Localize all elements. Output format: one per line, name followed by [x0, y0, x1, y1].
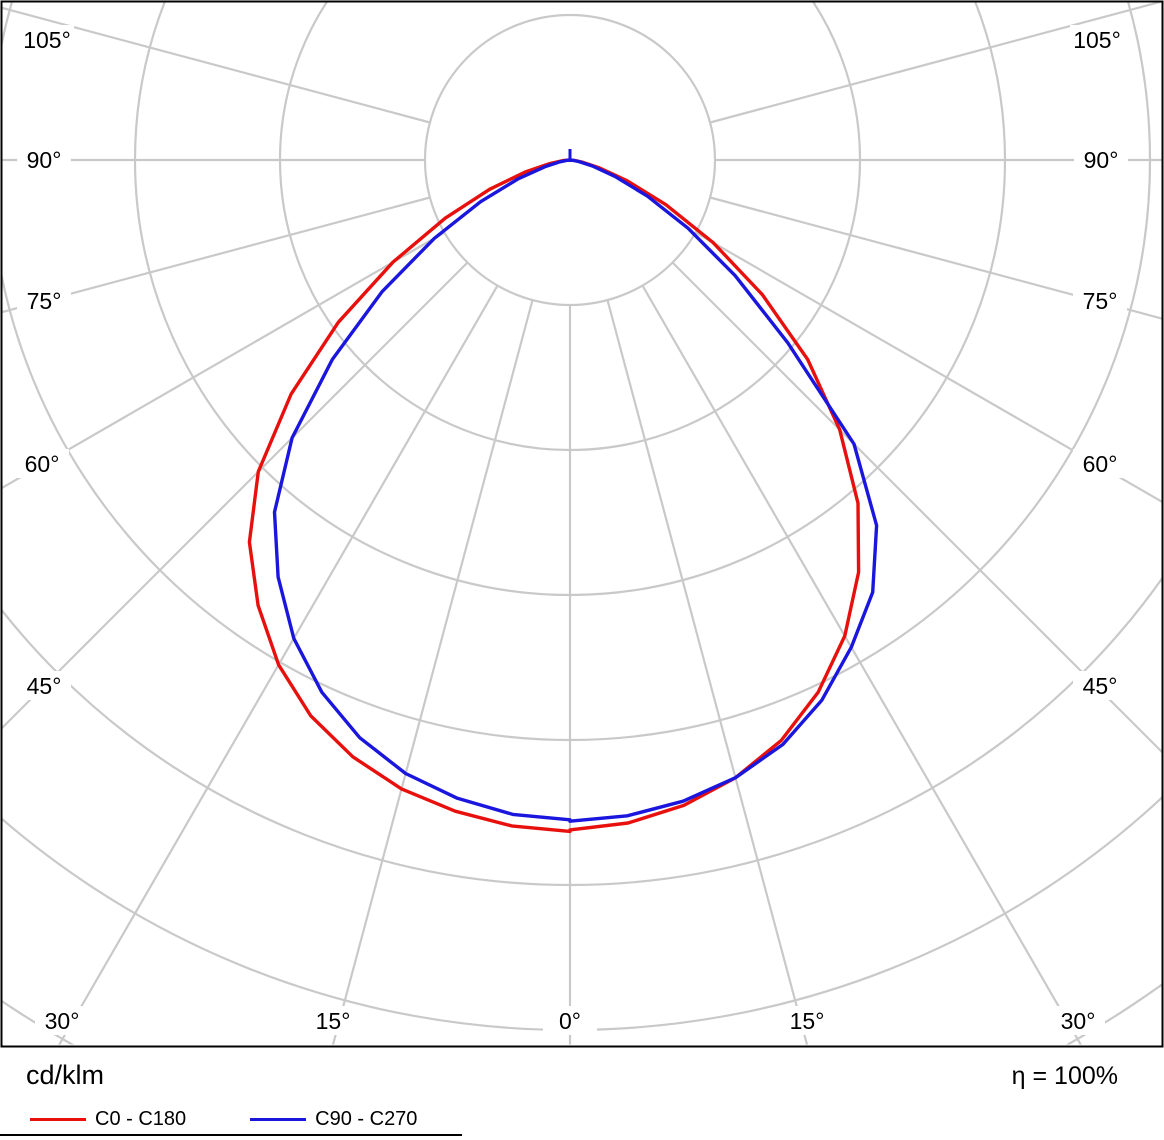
legend-label: C0 - C180 [95, 1108, 187, 1130]
angle-label: 30° [45, 1008, 80, 1034]
polar-chart-svg: 105° 90° 75° 60° 45° 105° 90° 75° 60° 45° 30° 15° 0°… [0, 0, 1164, 1048]
curve-c0-c180 [247, 158, 861, 834]
angle-label-bg [1051, 1006, 1105, 1035]
legend-swatch [250, 1118, 307, 1121]
angle-label-bg [1070, 25, 1124, 54]
angle-label: 15° [316, 1008, 351, 1034]
angle-label: 45° [27, 673, 62, 699]
legend-item: C90 - C270 [250, 1108, 417, 1131]
angle-label-bg [17, 286, 71, 315]
angle-label-bg [17, 671, 71, 700]
chart-frame [0, 0, 1164, 1048]
angle-label: 60° [1083, 451, 1118, 477]
angle-label: 75° [27, 288, 62, 314]
legend: C0 - C180 C90 - C270 [30, 1108, 417, 1131]
angle-label-bg [1074, 145, 1128, 174]
angle-label-bg [35, 1006, 89, 1035]
angle-label-bg [20, 25, 74, 54]
angle-label: 0° [559, 1008, 581, 1034]
legend-footer: cd/klm η = 100% C0 - C180 C90 - C270 [0, 1048, 1164, 1140]
angle-label: 75° [1083, 288, 1118, 314]
chart-background [0, 0, 1164, 1048]
angle-label: 15° [790, 1008, 825, 1034]
angle-label-bg [1073, 671, 1127, 700]
angle-label: 90° [27, 147, 62, 173]
angle-label-bg [543, 1006, 597, 1035]
angle-label-bg [1073, 286, 1127, 315]
angle-label-bg [780, 1006, 834, 1035]
angle-label: 105° [23, 27, 71, 53]
legend-swatch [30, 1118, 86, 1121]
angle-label: 60° [25, 451, 60, 477]
angle-label: 45° [1083, 673, 1118, 699]
angle-label: 90° [1084, 147, 1119, 173]
angle-label-bg [1073, 449, 1127, 478]
legend-item: C0 - C180 [30, 1108, 186, 1131]
angle-label-bg [306, 1006, 360, 1035]
efficiency-label: η = 100% [1011, 1062, 1118, 1090]
legend-label: C90 - C270 [315, 1108, 418, 1130]
angle-label: 30° [1061, 1008, 1096, 1034]
angle-label-bg [17, 145, 71, 174]
angle-label-bg [15, 449, 69, 478]
curve-c90-c270 [272, 158, 879, 823]
bottom-rule [0, 1134, 462, 1136]
angle-label: 105° [1073, 27, 1121, 53]
units-label: cd/klm [26, 1060, 105, 1090]
